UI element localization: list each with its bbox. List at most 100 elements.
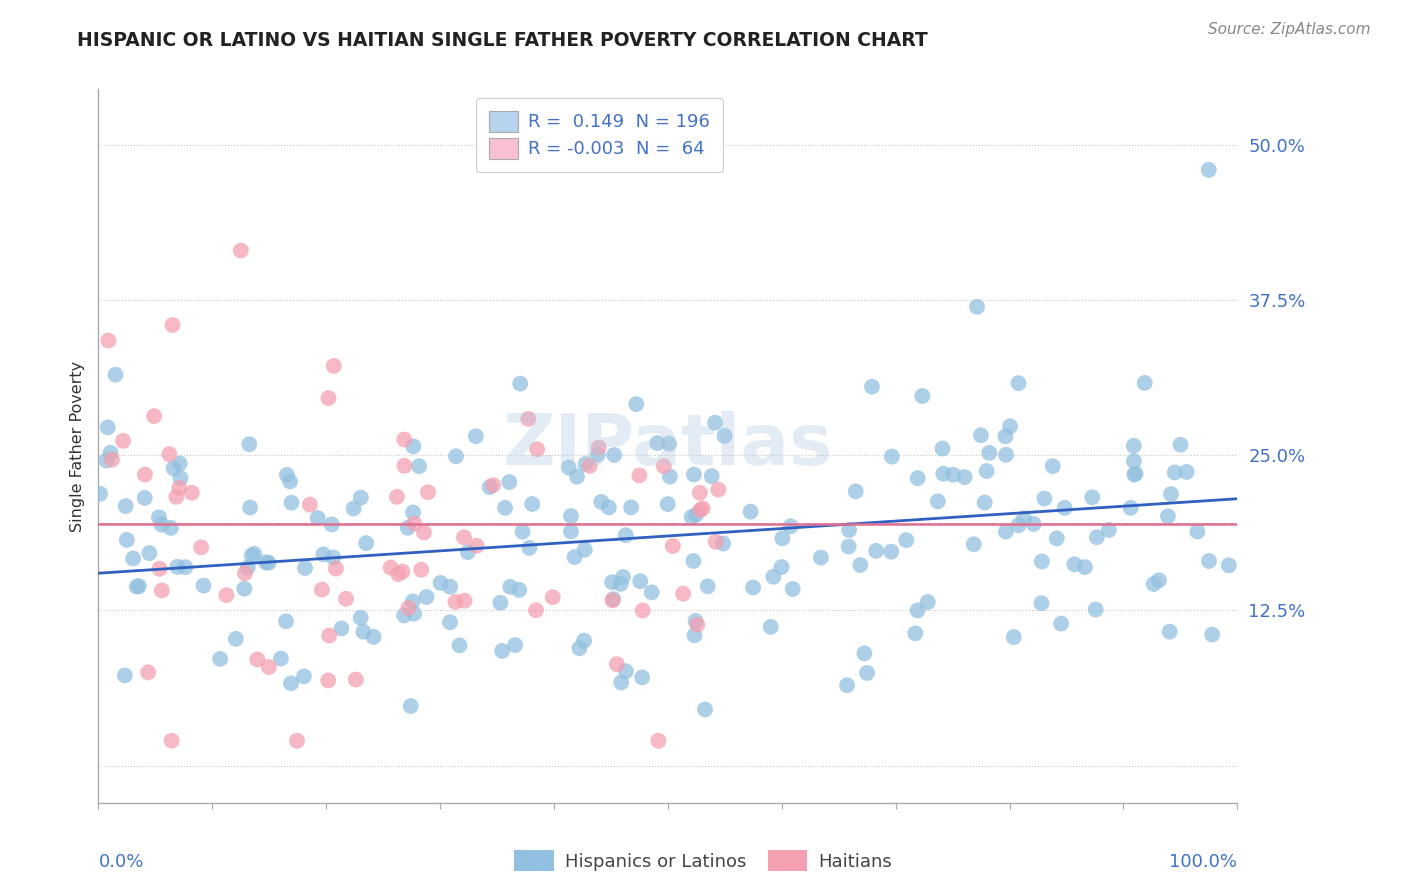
Point	[770, 531, 793, 545]
Point	[225, 632, 247, 646]
Point	[1218, 558, 1240, 573]
Point	[713, 429, 735, 443]
Point	[482, 478, 505, 492]
Point	[439, 580, 461, 594]
Point	[491, 644, 513, 658]
Point	[700, 469, 723, 483]
Point	[453, 530, 475, 544]
Point	[439, 615, 461, 630]
Point	[503, 638, 526, 652]
Point	[907, 471, 929, 485]
Point	[1123, 467, 1146, 482]
Point	[1198, 554, 1220, 568]
Point	[1046, 532, 1069, 546]
Point	[246, 652, 269, 666]
Point	[318, 628, 340, 642]
Point	[128, 579, 150, 593]
Point	[402, 505, 425, 519]
Point	[1084, 602, 1107, 616]
Point	[686, 617, 709, 632]
Point	[257, 660, 280, 674]
Point	[274, 615, 297, 629]
Point	[464, 429, 486, 443]
Point	[1053, 500, 1076, 515]
Point	[963, 537, 986, 551]
Point	[280, 496, 302, 510]
Point	[385, 490, 408, 504]
Point	[325, 561, 347, 575]
Point	[609, 577, 631, 591]
Point	[402, 439, 425, 453]
Point	[209, 652, 232, 666]
Point	[1012, 511, 1035, 525]
Point	[865, 544, 887, 558]
Point	[1022, 516, 1045, 531]
Point	[662, 539, 685, 553]
Point	[1007, 518, 1029, 533]
Point	[444, 450, 467, 464]
Point	[838, 523, 860, 537]
Point	[1170, 438, 1192, 452]
Point	[1122, 454, 1144, 468]
Point	[508, 582, 530, 597]
Point	[994, 429, 1017, 443]
Point	[512, 524, 534, 539]
Point	[931, 442, 953, 456]
Point	[350, 491, 373, 505]
Point	[838, 540, 860, 554]
Point	[1125, 467, 1147, 481]
Point	[316, 673, 339, 688]
Point	[150, 583, 173, 598]
Point	[380, 560, 402, 574]
Point	[704, 416, 727, 430]
Point	[602, 593, 624, 607]
Point	[499, 580, 522, 594]
Point	[257, 556, 280, 570]
Point	[169, 481, 191, 495]
Text: Source: ZipAtlas.com: Source: ZipAtlas.com	[1208, 22, 1371, 37]
Point	[759, 620, 782, 634]
Point	[610, 675, 633, 690]
Point	[740, 505, 762, 519]
Point	[240, 549, 263, 563]
Point	[394, 458, 416, 473]
Point	[392, 608, 415, 623]
Point	[672, 587, 695, 601]
Point	[404, 516, 426, 531]
Point	[344, 673, 367, 687]
Point	[860, 380, 883, 394]
Point	[845, 484, 868, 499]
Point	[810, 550, 832, 565]
Point	[1033, 491, 1056, 506]
Point	[932, 467, 955, 481]
Point	[770, 560, 793, 574]
Y-axis label: Single Father Poverty: Single Father Poverty	[69, 360, 84, 532]
Point	[970, 428, 993, 442]
Point	[917, 595, 939, 609]
Legend: Hispanics or Latinos, Haitians: Hispanics or Latinos, Haitians	[506, 843, 900, 879]
Point	[408, 459, 430, 474]
Point	[896, 533, 918, 547]
Point	[285, 733, 308, 747]
Point	[973, 495, 995, 509]
Point	[1063, 558, 1085, 572]
Point	[603, 448, 626, 462]
Point	[849, 558, 872, 572]
Point	[696, 579, 718, 593]
Point	[568, 641, 591, 656]
Point	[782, 582, 804, 596]
Point	[522, 497, 544, 511]
Point	[270, 651, 292, 665]
Point	[398, 601, 420, 615]
Point	[1007, 376, 1029, 391]
Point	[1050, 616, 1073, 631]
Point	[994, 524, 1017, 539]
Point	[115, 533, 138, 547]
Text: 100.0%: 100.0%	[1170, 853, 1237, 871]
Point	[602, 592, 624, 607]
Point	[835, 678, 858, 692]
Point	[995, 448, 1018, 462]
Point	[1201, 627, 1223, 641]
Point	[114, 668, 136, 682]
Point	[742, 581, 765, 595]
